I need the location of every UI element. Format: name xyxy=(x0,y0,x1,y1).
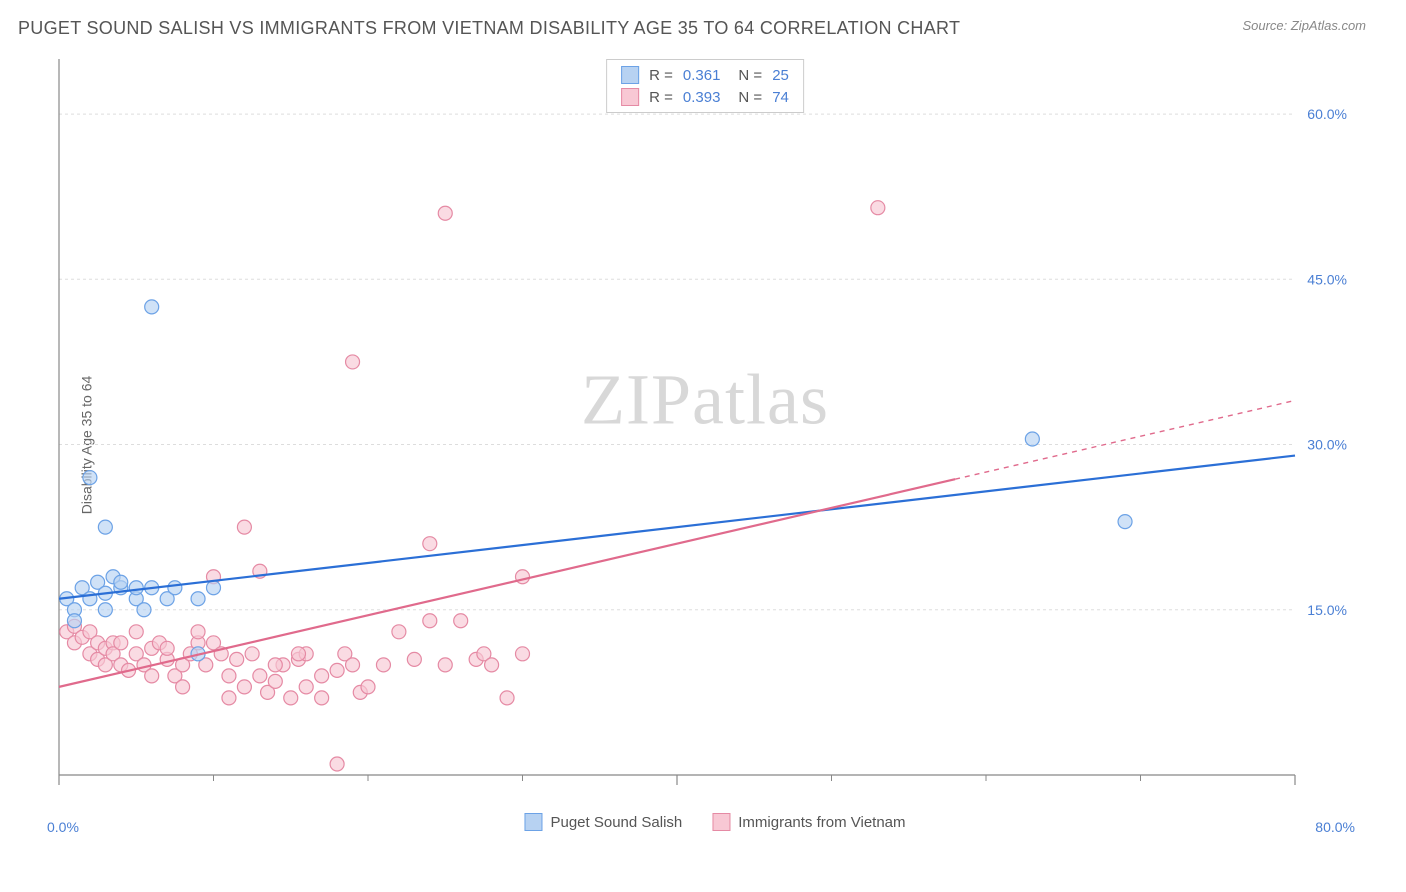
svg-text:45.0%: 45.0% xyxy=(1307,271,1347,287)
svg-text:15.0%: 15.0% xyxy=(1307,602,1347,618)
chart-area: Disability Age 35 to 64 ZIPatlas 15.0%30… xyxy=(45,55,1385,835)
swatch-series-2 xyxy=(621,88,639,106)
stat-value-r-1: 0.361 xyxy=(683,67,721,84)
swatch-series-2 xyxy=(712,813,730,831)
source-attribution: Source: ZipAtlas.com xyxy=(1242,18,1366,33)
stat-value-n-2: 74 xyxy=(772,89,789,106)
stat-label-n: N = xyxy=(738,67,762,84)
plot-region: ZIPatlas 15.0%30.0%45.0%60.0% R = 0.361 … xyxy=(55,55,1355,805)
swatch-series-1 xyxy=(621,66,639,84)
stat-value-r-2: 0.393 xyxy=(683,89,721,106)
stat-label-r: R = xyxy=(649,67,673,84)
stat-label-r: R = xyxy=(649,89,673,106)
svg-text:30.0%: 30.0% xyxy=(1307,437,1347,453)
chart-title: PUGET SOUND SALISH VS IMMIGRANTS FROM VI… xyxy=(18,18,960,39)
legend-label-2: Immigrants from Vietnam xyxy=(738,814,905,831)
x-axis-origin-label: 0.0% xyxy=(47,819,79,835)
stats-row-series-2: R = 0.393 N = 74 xyxy=(621,86,789,108)
legend-item-2: Immigrants from Vietnam xyxy=(712,813,905,831)
legend-label-1: Puget Sound Salish xyxy=(550,814,682,831)
bottom-legend: Puget Sound Salish Immigrants from Vietn… xyxy=(524,813,905,831)
legend-item-1: Puget Sound Salish xyxy=(524,813,682,831)
stats-legend-box: R = 0.361 N = 25 R = 0.393 N = 74 xyxy=(606,59,804,113)
stats-row-series-1: R = 0.361 N = 25 xyxy=(621,64,789,86)
x-axis-max-label: 80.0% xyxy=(1315,819,1355,835)
stat-label-n: N = xyxy=(738,89,762,106)
svg-text:60.0%: 60.0% xyxy=(1307,106,1347,122)
swatch-series-1 xyxy=(524,813,542,831)
scatter-chart-svg: 15.0% 30.0% 45.0% 60.0% xyxy=(55,55,1355,805)
stat-value-n-1: 25 xyxy=(772,67,789,84)
